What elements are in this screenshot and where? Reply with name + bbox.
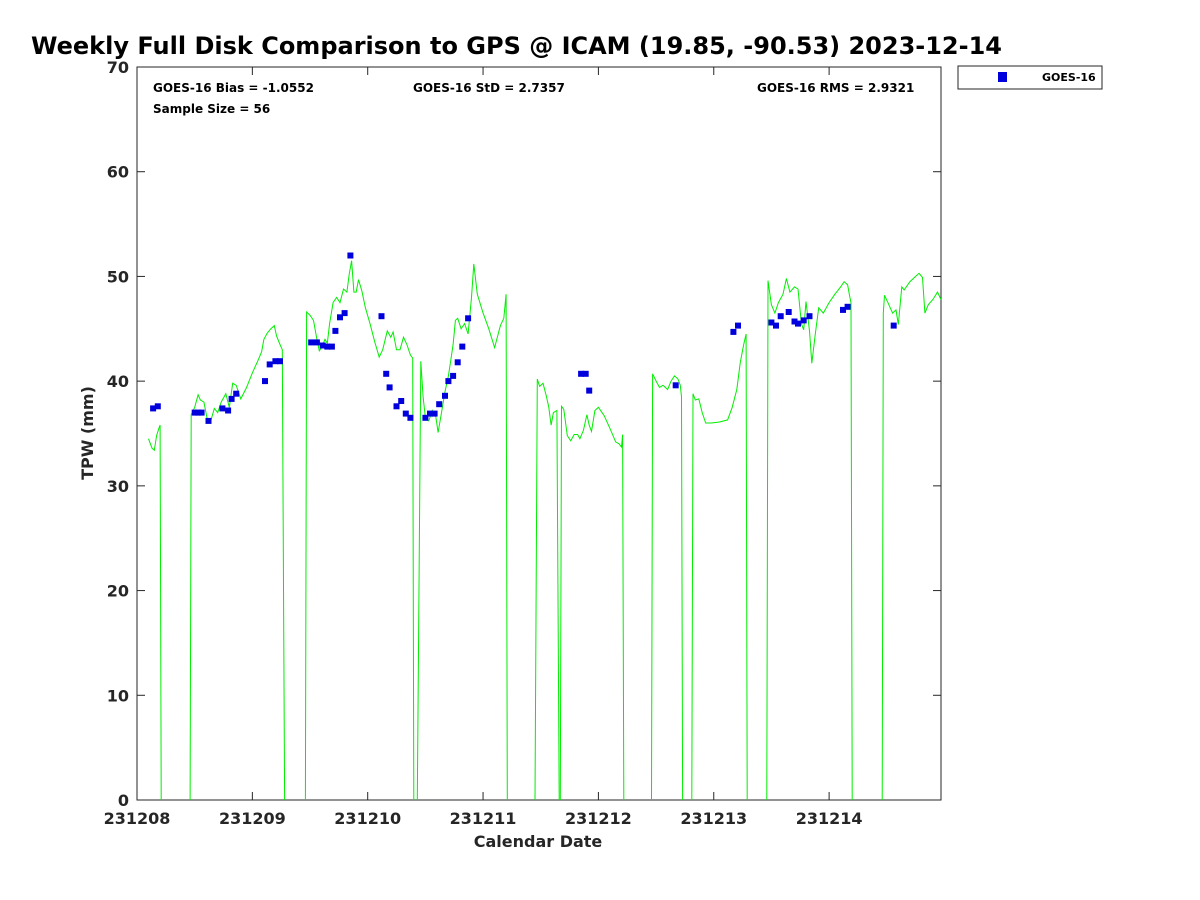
- goes16-point: [398, 398, 405, 404]
- goes16-point: [205, 417, 212, 424]
- goes16-point: [277, 358, 283, 365]
- std-stat: GOES-16 StD = 2.7357: [413, 81, 565, 95]
- bias-stat: GOES-16 Bias = -1.0552: [153, 81, 314, 95]
- goes16-point: [806, 313, 813, 320]
- y-tick-label: 70: [107, 58, 129, 77]
- x-tick-label: 231213: [680, 809, 747, 828]
- goes16-point: [378, 313, 385, 320]
- goes16-scatter-series: [150, 252, 897, 424]
- x-tick-label: 231208: [104, 809, 171, 828]
- goes16-point: [324, 343, 331, 350]
- gps-tpw-line-segment: [881, 272, 942, 801]
- goes16-point: [436, 401, 443, 408]
- x-tick-label: 231212: [565, 809, 632, 828]
- goes16-point: [195, 409, 202, 416]
- goes16-point: [785, 309, 792, 315]
- goes16-point: [233, 390, 240, 397]
- goes16-point: [383, 370, 390, 377]
- goes16-point: [578, 370, 585, 377]
- goes16-point: [773, 322, 779, 329]
- goes16-point: [332, 327, 339, 334]
- legend-marker-goes16: [998, 72, 1007, 82]
- goes16-point: [402, 410, 409, 417]
- goes16-point: [407, 414, 414, 421]
- x-tick-label: 231214: [796, 809, 863, 828]
- goes16-point: [266, 361, 273, 368]
- goes16-point: [228, 395, 235, 402]
- goes16-point: [442, 392, 448, 399]
- y-tick-label: 0: [118, 791, 129, 810]
- gps-tpw-line-segment: [189, 324, 286, 801]
- x-tick-label: 231210: [334, 809, 401, 828]
- goes16-point: [347, 252, 354, 259]
- goes16-point: [262, 378, 268, 385]
- sample-size-stat: Sample Size = 56: [153, 102, 270, 116]
- goes16-point: [586, 387, 593, 394]
- goes16-point: [791, 318, 798, 325]
- goes16-point: [337, 314, 343, 321]
- x-tick-label: 231209: [219, 809, 286, 828]
- goes16-point: [319, 342, 326, 349]
- goes16-point: [427, 410, 433, 417]
- goes16-point: [768, 319, 775, 326]
- goes16-point: [840, 306, 846, 313]
- goes16-point: [795, 320, 801, 327]
- goes16-point: [450, 372, 457, 379]
- x-axis: 231208 231209 231210 231211 231212 231213 2312…: [104, 67, 863, 828]
- y-axis-label: TPW (mm): [78, 386, 97, 480]
- goes16-point: [154, 403, 161, 410]
- goes16-point: [219, 405, 226, 412]
- y-tick-label: 10: [107, 686, 129, 705]
- goes16-point: [328, 343, 335, 350]
- goes16-point: [454, 359, 461, 366]
- goes16-point: [225, 407, 232, 414]
- goes16-point: [386, 384, 393, 391]
- goes16-point: [393, 403, 400, 410]
- gps-tpw-line-segment: [148, 424, 162, 801]
- legend-label-goes16: GOES-16: [1042, 71, 1096, 84]
- goes16-point: [191, 409, 198, 416]
- goes16-point: [459, 343, 466, 350]
- goes16-point: [672, 382, 679, 389]
- y-axis: 0 10 20 30 40 50 60 70: [107, 58, 941, 810]
- gps-tpw-line-segment: [559, 404, 625, 801]
- x-axis-label: Calendar Date: [474, 832, 603, 851]
- y-tick-label: 60: [107, 163, 129, 182]
- goes16-point: [730, 328, 737, 335]
- plot-area: [136, 66, 942, 801]
- gps-tpw-line-segment: [651, 373, 684, 801]
- goes16-point: [431, 410, 438, 417]
- legend-box: [957, 65, 1103, 90]
- gps-tpw-line-series: [148, 260, 942, 801]
- gps-tpw-line-segment: [691, 333, 748, 801]
- goes16-point: [844, 303, 851, 310]
- goes16-point: [465, 315, 472, 322]
- chart-title: Weekly Full Disk Comparison to GPS @ ICA…: [31, 32, 1002, 60]
- goes16-point: [735, 322, 741, 329]
- goes16-point: [341, 310, 348, 317]
- goes16-point: [582, 370, 589, 377]
- goes16-point: [445, 378, 452, 385]
- legend: GOES-16: [957, 65, 1103, 90]
- goes16-point: [800, 317, 807, 324]
- rms-stat: GOES-16 RMS = 2.9321: [757, 81, 914, 95]
- y-tick-label: 40: [107, 372, 129, 391]
- gps-tpw-line-segment: [534, 378, 560, 801]
- goes16-point: [890, 322, 897, 329]
- goes16-point: [308, 339, 315, 346]
- y-tick-label: 20: [107, 582, 129, 601]
- goes16-point: [198, 409, 205, 416]
- goes16-point: [422, 414, 429, 421]
- goes16-point: [150, 405, 157, 412]
- goes16-point: [313, 339, 320, 346]
- goes16-point: [777, 313, 784, 320]
- x-tick-label: 231211: [450, 809, 517, 828]
- y-tick-label: 50: [107, 267, 129, 286]
- goes16-point: [272, 358, 279, 365]
- y-tick-label: 30: [107, 477, 129, 496]
